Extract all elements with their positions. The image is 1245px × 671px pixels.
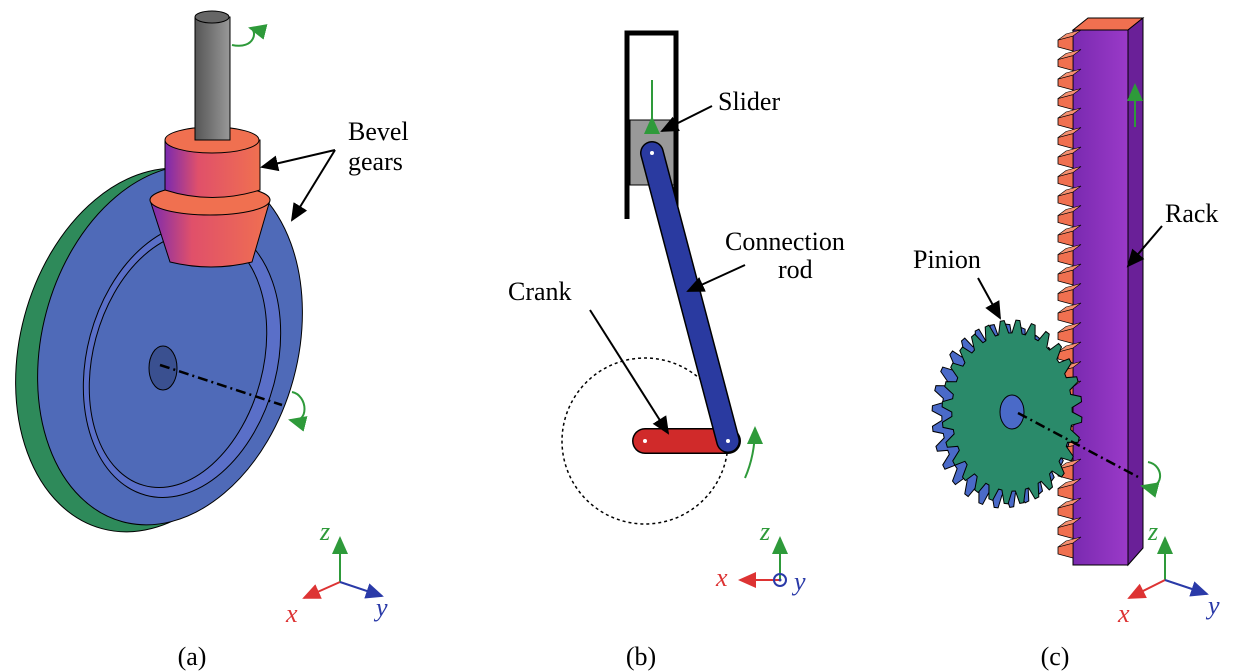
connection-rod [652, 153, 728, 441]
rotation-arrow [745, 428, 755, 478]
panel-b: Slider Connection rod Crank z x y (b) [508, 33, 845, 671]
label: Slider [718, 87, 780, 116]
pinion [932, 320, 1082, 508]
shaft-top [195, 11, 229, 23]
label: Bevel [348, 117, 409, 146]
shaft [195, 17, 230, 140]
axis-label: z [759, 517, 770, 546]
leader [590, 310, 668, 433]
label: rod [778, 255, 813, 284]
label: Crank [508, 277, 572, 306]
leader [978, 278, 1000, 318]
axis-out-dot [779, 579, 782, 582]
joint [643, 439, 647, 443]
caption: (b) [626, 642, 656, 671]
axis-arrow [1165, 580, 1207, 594]
label: Rack [1165, 199, 1218, 228]
leader [662, 106, 712, 131]
axis-label: y [373, 593, 388, 622]
rotation-arrow [1142, 462, 1160, 487]
axis-label: z [319, 517, 330, 546]
axis-label: x [715, 563, 728, 592]
hole [149, 346, 177, 390]
axis-label: y [1205, 591, 1220, 620]
pinion-hole [1000, 395, 1024, 429]
panel-c: Rack Pinion z x y (c) [913, 18, 1220, 671]
label: Connection [725, 227, 845, 256]
axis-arrow [1129, 580, 1165, 598]
axis-arrow [304, 582, 340, 598]
joint [650, 151, 654, 155]
axis-label: x [1117, 599, 1130, 628]
label: Pinion [913, 245, 981, 274]
leader [292, 150, 335, 220]
caption: (c) [1041, 642, 1070, 671]
rotation-arrow [232, 28, 254, 46]
joint [726, 439, 730, 443]
axis-label: x [285, 599, 298, 628]
leader [262, 150, 335, 167]
panel-a: Bevel gears z x y (a) [0, 11, 409, 671]
axis-label: z [1147, 517, 1158, 546]
axis-label: y [791, 567, 806, 596]
rack [1073, 30, 1128, 565]
label: gears [348, 147, 403, 176]
caption: (a) [178, 642, 207, 671]
figure: Bevel gears z x y (a) Slider Connection … [0, 0, 1245, 671]
rotation-arrow [290, 392, 305, 421]
